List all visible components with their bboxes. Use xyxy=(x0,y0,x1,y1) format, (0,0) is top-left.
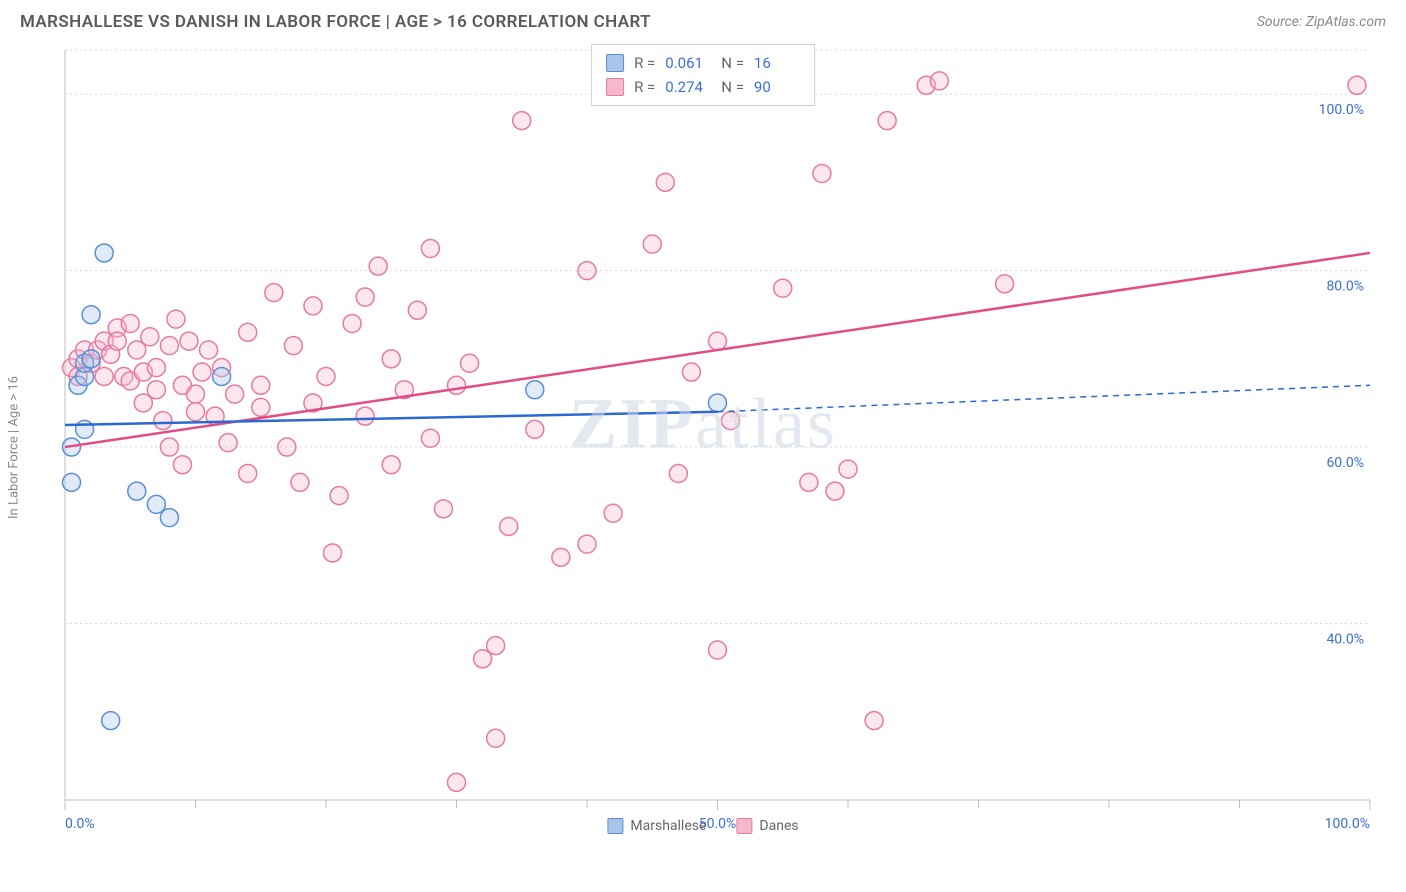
svg-text:60.0%: 60.0% xyxy=(1326,455,1364,471)
legend-swatch xyxy=(736,818,752,834)
legend-n-label: N = xyxy=(721,75,744,99)
svg-text:100.0%: 100.0% xyxy=(1319,102,1364,118)
legend-row-danes: R = 0.274 N = 90 xyxy=(606,75,800,99)
legend-r-label: R = xyxy=(634,51,655,75)
legend-item-marshallese: Marshallese xyxy=(607,818,706,834)
legend-n-label: N = xyxy=(721,51,744,75)
scatter-chart: 40.0%60.0%80.0%100.0%0.0%50.0%100.0% xyxy=(20,40,1380,840)
chart-area: In Labor Force | Age > 16 ZIPatlas 40.0%… xyxy=(20,40,1386,840)
svg-text:80.0%: 80.0% xyxy=(1326,279,1364,295)
legend-swatch xyxy=(606,78,624,96)
legend-label: Marshallese xyxy=(630,818,706,834)
svg-text:40.0%: 40.0% xyxy=(1326,632,1364,648)
svg-text:100.0%: 100.0% xyxy=(1325,816,1370,832)
correlation-legend: R = 0.061 N = 16 R = 0.274 N = 90 xyxy=(591,44,815,106)
chart-header: MARSHALLESE VS DANISH IN LABOR FORCE | A… xyxy=(0,0,1406,40)
legend-r-value: 0.274 xyxy=(665,75,711,99)
legend-row-marshallese: R = 0.061 N = 16 xyxy=(606,51,800,75)
legend-swatch xyxy=(607,818,623,834)
legend-r-value: 0.061 xyxy=(665,51,711,75)
legend-label: Danes xyxy=(759,818,798,834)
chart-title: MARSHALLESE VS DANISH IN LABOR FORCE | A… xyxy=(20,12,651,32)
legend-item-danes: Danes xyxy=(736,818,798,834)
legend-swatch xyxy=(606,54,624,72)
y-axis-label: In Labor Force | Age > 16 xyxy=(7,376,22,519)
legend-n-value: 16 xyxy=(754,51,800,75)
svg-text:0.0%: 0.0% xyxy=(65,816,95,832)
legend-r-label: R = xyxy=(634,75,655,99)
legend-n-value: 90 xyxy=(754,75,800,99)
chart-source: Source: ZipAtlas.com xyxy=(1257,14,1386,30)
series-legend: Marshallese Danes xyxy=(607,818,798,834)
